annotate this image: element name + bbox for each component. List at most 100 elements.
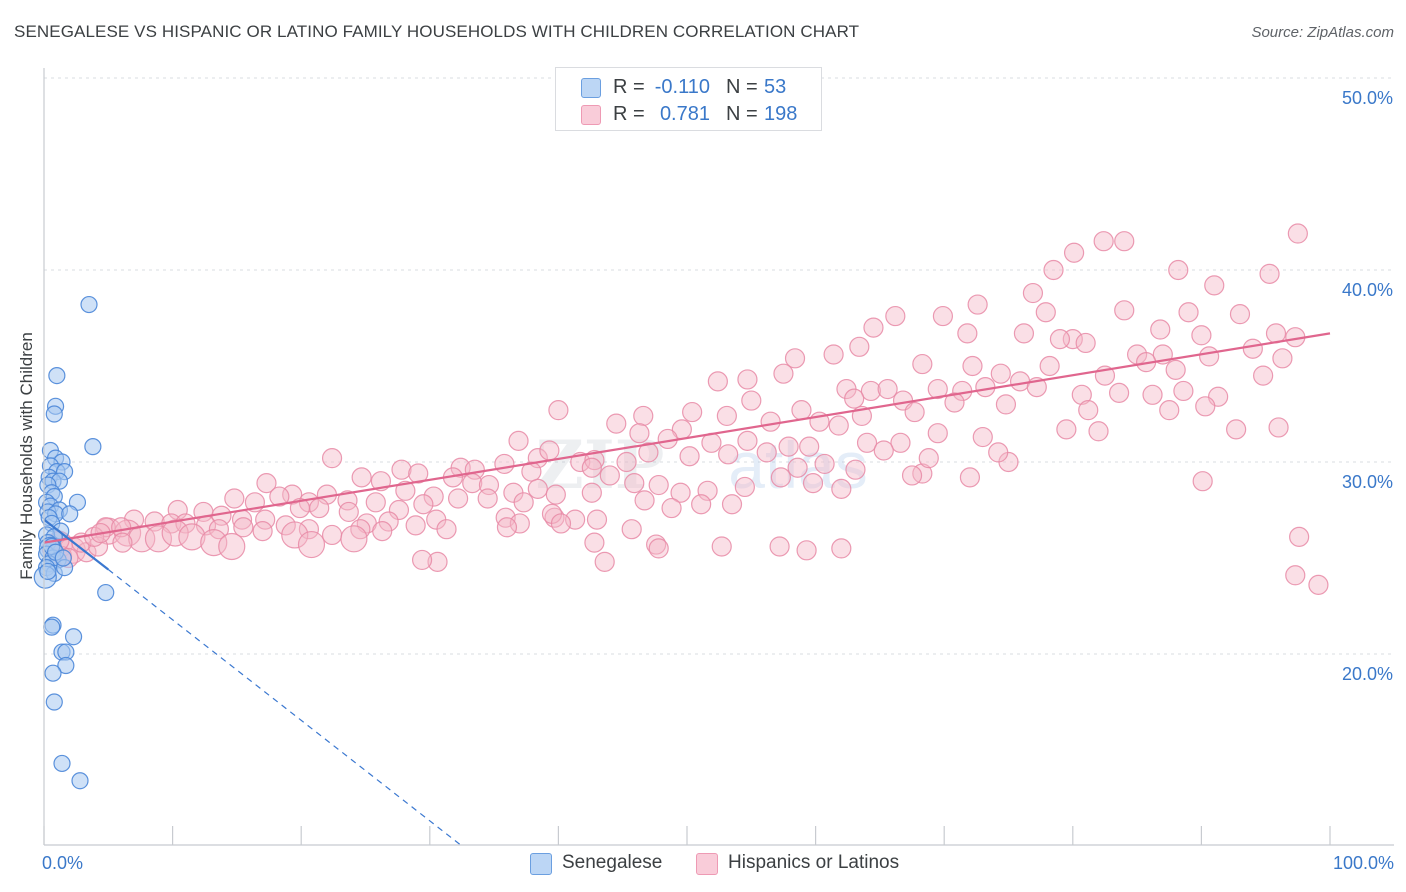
- hispanic-point: [218, 532, 246, 561]
- hispanic-point: [787, 457, 808, 478]
- stats-n-label: N =: [726, 103, 758, 125]
- hispanic-point: [297, 530, 326, 559]
- hispanic-point: [860, 380, 881, 402]
- stats-box: R = -0.110 N = 53 R = 0.781 N = 198: [555, 67, 822, 131]
- hispanic-point: [1242, 338, 1263, 359]
- hispanic-point: [1093, 231, 1114, 252]
- hispanic-point: [845, 459, 866, 480]
- hispanic-point: [927, 423, 948, 444]
- hispanic-point: [581, 457, 602, 478]
- hispanic-point: [1192, 471, 1213, 492]
- hispanic-point: [1199, 346, 1220, 367]
- hispanic-point: [405, 515, 426, 536]
- senegalese-trend-line: [43, 518, 109, 571]
- hispanic-point: [831, 538, 852, 559]
- hispanic-points: [41, 223, 1329, 595]
- hispanic-point: [670, 482, 691, 503]
- stats-n-value: 53: [764, 76, 787, 98]
- hispanic-point: [309, 497, 330, 519]
- stats-r-label: R =: [613, 103, 645, 125]
- senegalese-point: [84, 438, 102, 456]
- hispanic-point: [584, 532, 605, 553]
- hispanic-point: [395, 480, 416, 501]
- hispanic-point: [802, 473, 824, 494]
- senegalese-point: [80, 295, 98, 314]
- hispanic-point: [972, 426, 993, 448]
- hispanic-point: [962, 355, 983, 377]
- hispanic-point: [1195, 396, 1216, 417]
- senegalese-point: [53, 754, 71, 773]
- legend-label-hispanic: Hispanics or Latinos: [728, 852, 900, 873]
- hispanic-point: [1039, 355, 1060, 377]
- hispanic-point: [912, 463, 933, 484]
- hispanic-point: [606, 413, 627, 434]
- hispanic-point: [679, 446, 700, 467]
- hispanic-point: [988, 442, 1009, 463]
- hispanic-point: [1035, 302, 1056, 323]
- hispanic-point: [508, 430, 529, 451]
- hispanic-point: [784, 348, 806, 369]
- hispanic-point: [1063, 242, 1085, 263]
- stats-row-hispanic: R = 0.781 N = 198: [556, 103, 821, 127]
- legend: Senegalese Hispanics or Latinos: [0, 852, 1406, 878]
- hispanic-point: [629, 423, 650, 444]
- chart-title: SENEGALESE VS HISPANIC OR LATINO FAMILY …: [14, 22, 860, 41]
- stats-row-senegalese: R = -0.110 N = 53: [556, 76, 821, 100]
- hispanic-point: [773, 363, 794, 384]
- hispanic-point: [1049, 329, 1071, 350]
- senegalese-point: [71, 772, 89, 790]
- hispanic-point: [634, 490, 655, 511]
- hispanic-point: [778, 436, 799, 457]
- senegalese-point: [43, 618, 61, 636]
- hispanic-point: [734, 476, 755, 498]
- hispanic-point: [550, 513, 572, 534]
- x-tick-label: 0.0%: [42, 853, 83, 873]
- hispanic-point: [959, 467, 981, 488]
- hispanic-point: [112, 532, 133, 553]
- hispanic-point: [338, 501, 359, 523]
- hispanic-point: [760, 411, 781, 432]
- hispanic-point: [648, 538, 669, 559]
- hispanic-point: [1168, 259, 1189, 281]
- y-axis-label: Family Households with Children: [17, 332, 36, 580]
- hispanic-point: [1078, 400, 1099, 421]
- hispanic-point: [388, 499, 410, 521]
- legend-label-senegalese: Senegalese: [562, 852, 663, 873]
- hispanic-point: [462, 473, 483, 494]
- hispanic-point: [814, 453, 835, 475]
- hispanic-point: [646, 534, 667, 555]
- hispanic-point: [756, 442, 777, 463]
- hispanic-point: [1287, 223, 1308, 244]
- hispanic-point: [111, 517, 132, 538]
- hispanic-point: [1013, 323, 1035, 344]
- hispanic-point: [1150, 319, 1171, 340]
- hispanic-point: [877, 378, 898, 400]
- senegalese-points: [33, 295, 115, 790]
- hispanic-point: [1308, 574, 1329, 595]
- hispanic-point: [252, 521, 273, 542]
- senegalese-point: [97, 583, 115, 602]
- hispanic-point: [436, 519, 457, 540]
- y-tick-label: 50.0%: [1342, 88, 1393, 108]
- hispanic-point: [737, 430, 758, 451]
- stats-r-value: 0.781: [659, 103, 710, 125]
- hispanic-point: [844, 388, 865, 409]
- hispanic-point: [351, 467, 372, 488]
- hispanic-point: [200, 529, 228, 557]
- hispanic-point: [545, 484, 566, 505]
- hispanic-point: [799, 436, 820, 457]
- hispanic-point: [391, 459, 412, 480]
- hispanic-point: [741, 390, 762, 411]
- hispanic-point: [823, 344, 844, 365]
- hispanic-point: [496, 517, 518, 538]
- stats-r-value: -0.110: [654, 76, 710, 98]
- hispanic-point: [1289, 526, 1310, 547]
- hispanic-point: [413, 494, 434, 515]
- hispanic-point: [796, 540, 817, 561]
- hispanic-point: [281, 521, 309, 549]
- hispanic-point: [411, 549, 433, 571]
- hispanic-point: [904, 401, 925, 423]
- senegalese-point: [45, 405, 63, 423]
- hispanic-point: [967, 294, 988, 315]
